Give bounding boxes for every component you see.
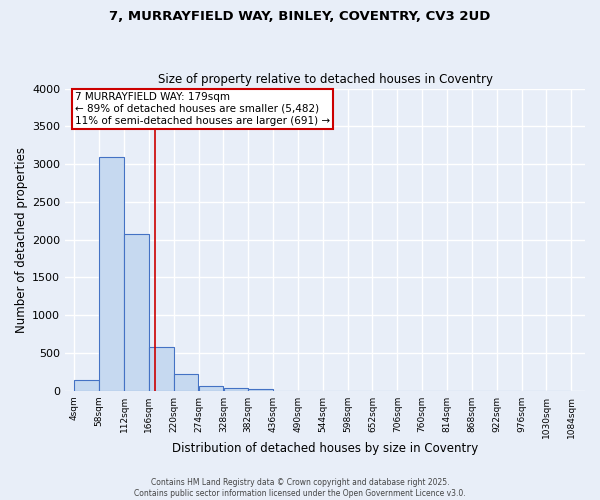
Bar [149,347,173,391]
Text: 7 MURRAYFIELD WAY: 179sqm
← 89% of detached houses are smaller (5,482)
11% of se: 7 MURRAYFIELD WAY: 179sqm ← 89% of detac… [75,92,330,126]
Bar [224,388,248,391]
Bar [174,374,199,391]
X-axis label: Distribution of detached houses by size in Coventry: Distribution of detached houses by size … [172,442,478,455]
Bar [248,390,273,391]
Bar [100,156,124,391]
Text: 7, MURRAYFIELD WAY, BINLEY, COVENTRY, CV3 2UD: 7, MURRAYFIELD WAY, BINLEY, COVENTRY, CV… [109,10,491,23]
Y-axis label: Number of detached properties: Number of detached properties [15,146,28,332]
Bar [199,386,223,391]
Bar [74,380,99,391]
Text: Contains HM Land Registry data © Crown copyright and database right 2025.
Contai: Contains HM Land Registry data © Crown c… [134,478,466,498]
Title: Size of property relative to detached houses in Coventry: Size of property relative to detached ho… [158,73,493,86]
Bar [124,234,149,391]
